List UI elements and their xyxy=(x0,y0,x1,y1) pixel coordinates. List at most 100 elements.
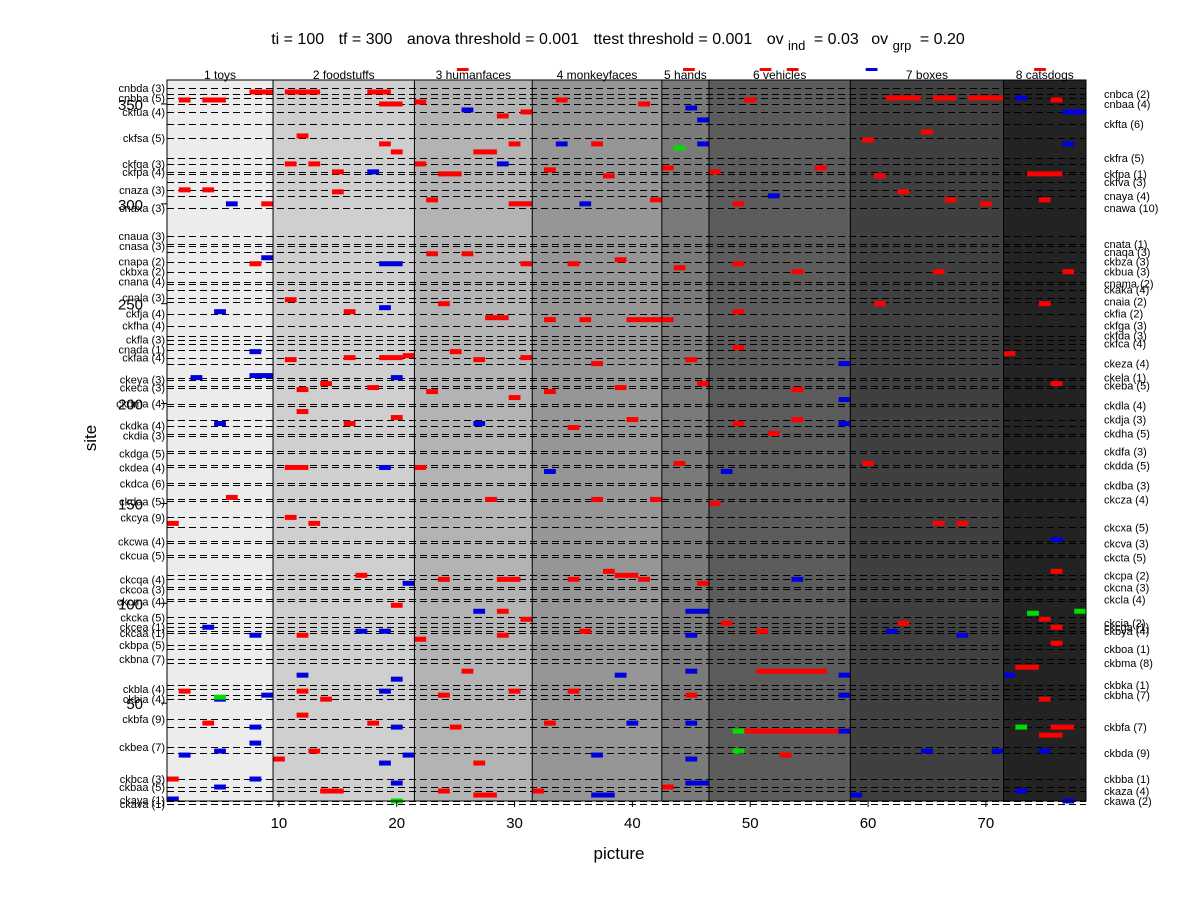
cell-red xyxy=(473,792,497,798)
cell-blue xyxy=(685,632,698,638)
cell-red xyxy=(520,616,533,622)
cell-red xyxy=(862,460,874,466)
cell-blue xyxy=(249,724,262,730)
left-site-label: ckfla (3) xyxy=(126,335,165,347)
cell-red xyxy=(756,668,792,674)
right-site-labels: cnbca (2)cnbaa (4) ckfta (6) ckfra (5) ckfp… xyxy=(1104,89,1158,808)
title-ov-ind-val: = 0.03 xyxy=(814,31,859,48)
cell-red xyxy=(308,520,321,526)
cell-blue xyxy=(249,349,262,355)
left-site-label: cnala (3) xyxy=(122,293,165,305)
right-site-label: ckcna (3) xyxy=(1104,582,1149,594)
left-site-label: ckfua (4) xyxy=(122,107,165,119)
cell-red xyxy=(331,169,344,175)
cell-red xyxy=(767,431,780,437)
cell-blue xyxy=(544,468,556,474)
cell-red xyxy=(390,149,403,155)
cell-red xyxy=(308,748,321,754)
cell-red xyxy=(591,496,603,502)
left-site-label: ckfqa (3) xyxy=(122,159,165,171)
cell-red xyxy=(1050,724,1075,730)
cell-blue xyxy=(991,748,1004,754)
cell-blue xyxy=(685,668,698,674)
cell-red xyxy=(602,173,615,179)
cell-blue xyxy=(379,760,391,766)
overflow-mark-red xyxy=(759,68,772,71)
cell-blue xyxy=(402,752,415,758)
x-tick-label: 50 xyxy=(742,815,759,832)
left-site-label: ckfsa (5) xyxy=(123,133,165,145)
right-site-label: ckfpa (1) xyxy=(1104,169,1147,181)
cell-red xyxy=(1062,269,1075,275)
cell-blue xyxy=(685,105,698,111)
cell-blue xyxy=(202,624,215,630)
cell-blue xyxy=(214,421,226,427)
cell-blue xyxy=(167,796,179,802)
cell-red xyxy=(520,355,533,361)
cell-red xyxy=(932,95,957,101)
title-ti: ti = 100 xyxy=(271,31,324,48)
cell-red xyxy=(390,602,403,608)
cell-red xyxy=(178,688,191,694)
cell-red xyxy=(496,576,509,582)
cell-blue xyxy=(1050,536,1063,542)
overflow-mark-red xyxy=(786,68,799,71)
cell-red xyxy=(544,167,556,173)
left-site-label: ckcua (5) xyxy=(120,550,165,562)
right-site-label: ckbya (4) xyxy=(1104,626,1149,638)
right-site-label: ckfra (5) xyxy=(1104,153,1144,165)
x-tick-label: 60 xyxy=(860,815,877,832)
cell-red xyxy=(1038,696,1051,702)
cell-blue xyxy=(885,628,898,634)
cell-red xyxy=(544,389,556,395)
cell-red xyxy=(650,197,662,203)
left-site-label: cnapa (2) xyxy=(119,257,165,269)
cell-red xyxy=(296,409,309,415)
cell-red xyxy=(437,692,450,698)
cell-red xyxy=(473,760,486,766)
cell-blue xyxy=(379,261,403,267)
cell-blue xyxy=(461,107,474,113)
title-ov-ind-sub: ind xyxy=(788,38,805,53)
cell-red xyxy=(779,752,792,758)
cell-red xyxy=(390,415,403,421)
cell-red xyxy=(331,189,344,195)
cell-red xyxy=(437,576,450,582)
right-site-label: ckcga (1) xyxy=(1104,622,1149,634)
category-band xyxy=(661,80,709,801)
cell-red xyxy=(1038,197,1051,203)
y-tick-label: 150 xyxy=(118,496,143,513)
cell-red xyxy=(673,265,686,271)
cell-blue xyxy=(1062,109,1086,115)
cell-red xyxy=(1050,624,1063,630)
y-tick-label: 250 xyxy=(118,297,143,314)
cell-blue xyxy=(791,576,804,582)
cell-red xyxy=(485,496,497,502)
right-site-label: ckbha (7) xyxy=(1104,690,1150,702)
cell-blue xyxy=(614,672,627,678)
cell-red xyxy=(567,576,580,582)
cell-blue xyxy=(249,740,262,746)
left-site-label: ckbpa (5) xyxy=(119,640,165,652)
left-site-label: cnbba (5) xyxy=(119,93,165,105)
cell-blue xyxy=(402,580,415,586)
cell-red xyxy=(426,389,438,395)
cell-red xyxy=(732,345,745,351)
cell-red xyxy=(756,628,768,634)
cell-blue xyxy=(390,724,403,730)
cell-blue xyxy=(697,117,709,123)
left-site-label: cnaza (3) xyxy=(119,185,165,197)
cell-blue xyxy=(1015,788,1028,794)
cell-red xyxy=(579,317,592,323)
left-site-label: cnada (1) xyxy=(119,345,165,357)
cell-red xyxy=(296,688,309,694)
cell-red xyxy=(614,385,627,391)
cell-blue xyxy=(379,464,391,470)
overflow-mark-red xyxy=(456,68,469,71)
cell-blue xyxy=(473,421,486,427)
cell-red xyxy=(379,355,403,361)
right-site-label: ckdha (5) xyxy=(1104,429,1150,441)
cell-red xyxy=(779,728,816,734)
y-tick-label: 350 xyxy=(118,97,143,114)
right-site-label: cnama (2) xyxy=(1104,279,1154,291)
